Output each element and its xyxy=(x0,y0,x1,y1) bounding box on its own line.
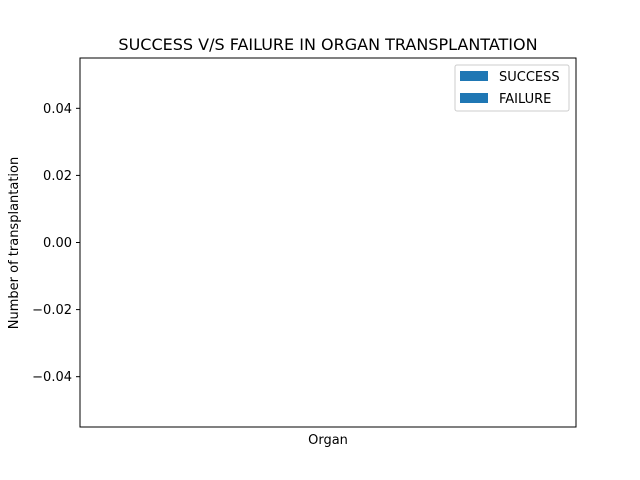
legend-label-failure: FAILURE xyxy=(499,92,551,107)
legend-swatch-failure xyxy=(460,93,488,103)
y-tick-label: −0.04 xyxy=(32,370,72,385)
legend-swatch-success xyxy=(460,71,488,81)
y-axis-ticks: 0.04 0.02 0.00 −0.02 −0.04 xyxy=(32,102,80,385)
chart-title: SUCCESS V/S FAILURE IN ORGAN TRANSPLANTA… xyxy=(118,35,537,54)
y-tick-label: 0.00 xyxy=(43,236,72,251)
legend-label-success: SUCCESS xyxy=(499,70,560,85)
x-axis-label: Organ xyxy=(308,433,348,448)
legend: SUCCESS FAILURE xyxy=(454,64,570,112)
y-tick-label: 0.02 xyxy=(43,169,72,184)
y-axis-label: Number of transplantation xyxy=(7,157,22,329)
y-tick-label: 0.04 xyxy=(43,102,72,117)
y-tick-label: −0.02 xyxy=(32,303,72,318)
